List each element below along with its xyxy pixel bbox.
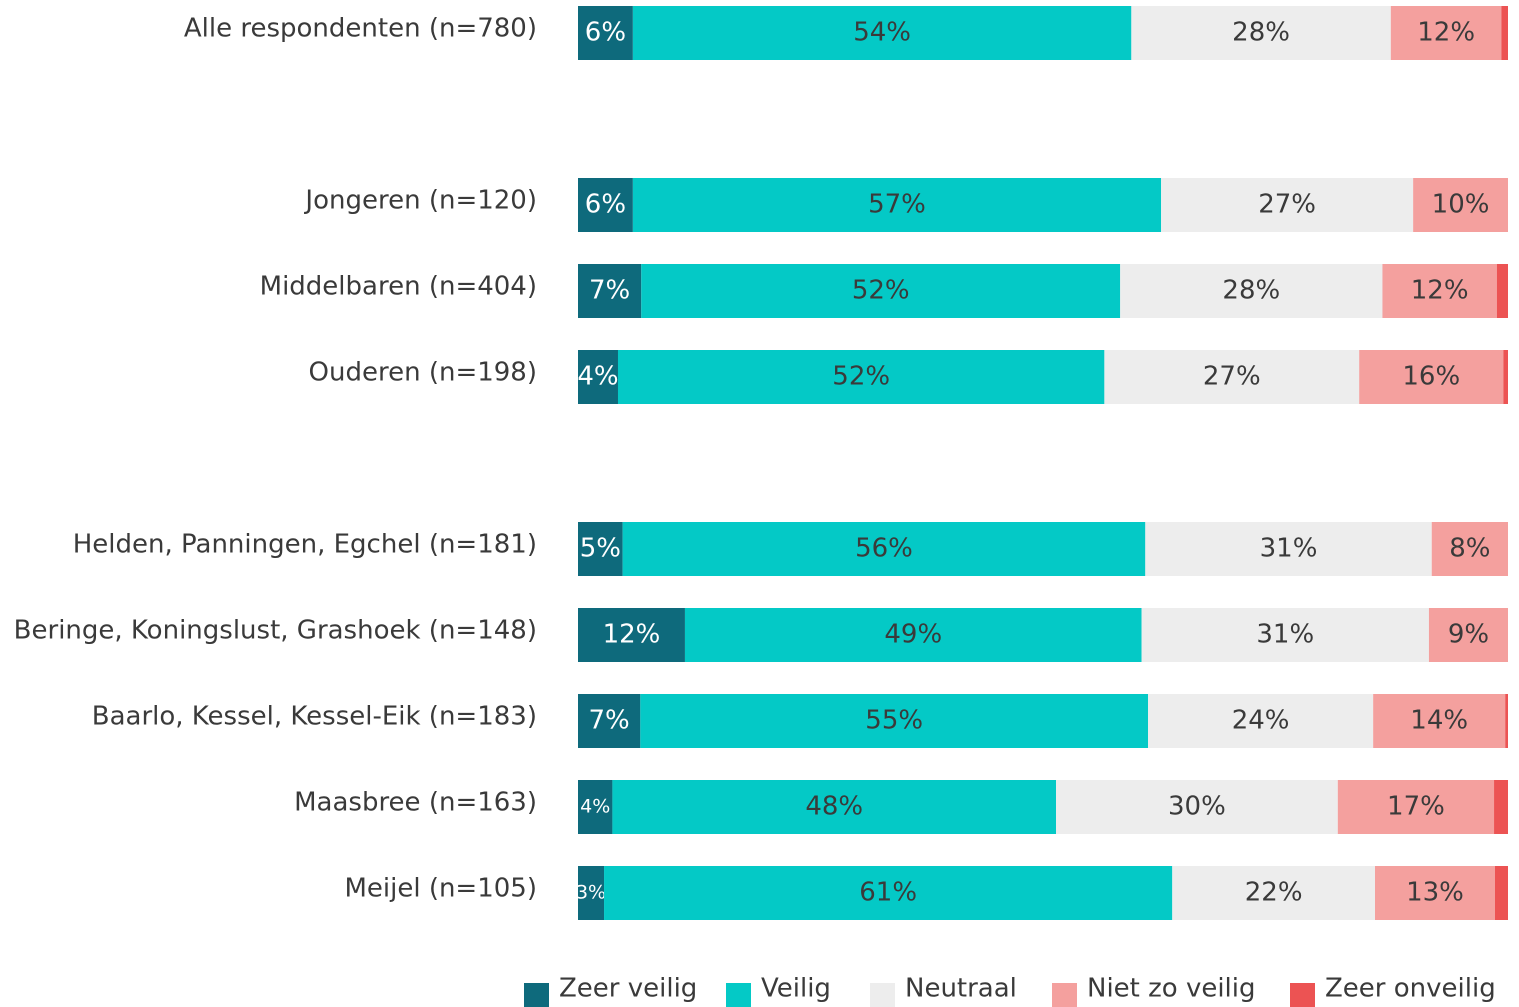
bar-segment — [1337, 780, 1495, 834]
value-label: 31% — [1256, 620, 1314, 650]
legend-swatch — [870, 983, 895, 1007]
value-label: 55% — [865, 706, 923, 736]
value-label: 6% — [585, 18, 626, 48]
value-label: 22% — [1245, 878, 1303, 908]
bar-segment — [578, 264, 642, 318]
legend-label: Zeer veilig — [559, 974, 697, 1004]
bar-segment — [617, 350, 1105, 404]
bar-segment — [578, 522, 623, 576]
bar-segment — [1359, 350, 1504, 404]
value-label: 7% — [589, 276, 630, 306]
legend-swatch — [1290, 983, 1315, 1007]
value-label: 54% — [853, 18, 911, 48]
bar-segment — [1104, 350, 1360, 404]
bar-segment — [1501, 6, 1508, 60]
legend-label: Neutraal — [905, 974, 1017, 1004]
bar-segment — [1161, 178, 1414, 232]
bar-segment — [1494, 866, 1508, 920]
bar-segment — [1131, 6, 1391, 60]
bar-segment — [1390, 6, 1502, 60]
bar-segment — [640, 694, 1149, 748]
bar-segment — [632, 6, 1132, 60]
category-label: Maasbree (n=163) — [294, 788, 537, 818]
bar-segment — [1505, 694, 1508, 748]
value-label: 6% — [585, 190, 626, 220]
value-label: 49% — [884, 620, 942, 650]
category-label: Baarlo, Kessel, Kessel-Eik (n=183) — [92, 702, 537, 732]
value-label: 27% — [1203, 362, 1261, 392]
value-label: 52% — [832, 362, 890, 392]
value-label: 12% — [1417, 18, 1475, 48]
bar-segment — [1431, 522, 1508, 576]
value-label: 5% — [580, 534, 621, 564]
bar-segment — [604, 866, 1173, 920]
bar-segment — [578, 694, 641, 748]
legend-swatch — [524, 983, 549, 1007]
category-label: Middelbaren (n=404) — [260, 272, 537, 302]
bar-segment — [641, 264, 1121, 318]
legend-label: Niet zo veilig — [1087, 974, 1256, 1004]
value-label: 24% — [1232, 706, 1290, 736]
value-label: 28% — [1222, 276, 1280, 306]
bar-segment — [612, 780, 1057, 834]
bar-segment — [578, 608, 685, 662]
bar-segment — [1494, 780, 1508, 834]
bar-segment — [1375, 866, 1495, 920]
bar-segment — [1503, 350, 1508, 404]
bar-segment — [578, 866, 605, 920]
value-label: 27% — [1258, 190, 1316, 220]
bar-segment — [684, 608, 1142, 662]
value-label: 16% — [1402, 362, 1460, 392]
bar-segment — [1428, 608, 1508, 662]
value-label: 31% — [1260, 534, 1318, 564]
category-label: Helden, Panningen, Egchel (n=181) — [73, 530, 537, 560]
value-label: 8% — [1449, 534, 1490, 564]
value-label: 4% — [577, 362, 618, 392]
bar-segment — [578, 178, 633, 232]
bar-segment — [578, 350, 618, 404]
value-label: 30% — [1168, 792, 1226, 822]
value-label: 12% — [1411, 276, 1469, 306]
category-label: Jongeren (n=120) — [303, 186, 537, 216]
bar-segment — [578, 6, 633, 60]
bar-segment — [1373, 694, 1506, 748]
bar-segment — [1120, 264, 1383, 318]
category-label: Alle respondenten (n=780) — [184, 14, 537, 44]
value-label: 7% — [589, 706, 630, 736]
legend-label: Veilig — [761, 974, 831, 1004]
category-label: Meijel (n=105) — [344, 874, 537, 904]
bar-segment — [632, 178, 1162, 232]
legend-swatch — [1052, 983, 1077, 1007]
bar-segment — [578, 780, 613, 834]
value-label: 61% — [859, 878, 917, 908]
bar-segment — [1382, 264, 1497, 318]
value-label: 17% — [1387, 792, 1445, 822]
value-label: 52% — [852, 276, 910, 306]
value-label: 9% — [1448, 620, 1489, 650]
value-label: 13% — [1406, 878, 1464, 908]
bar-segment — [1172, 866, 1376, 920]
value-label: 12% — [603, 620, 661, 650]
value-label: 14% — [1410, 706, 1468, 736]
legend-swatch — [726, 983, 751, 1007]
bar-segment — [1413, 178, 1508, 232]
category-label: Ouderen (n=198) — [309, 358, 537, 388]
value-label: 3% — [576, 882, 606, 904]
value-label: 28% — [1232, 18, 1290, 48]
bar-segment — [1148, 694, 1374, 748]
category-label: Beringe, Koningslust, Grashoek (n=148) — [14, 616, 537, 646]
bar-segment — [1056, 780, 1338, 834]
value-label: 48% — [805, 792, 863, 822]
bar-segment — [1145, 522, 1432, 576]
bar-segment — [1496, 264, 1508, 318]
value-label: 4% — [580, 796, 610, 818]
legend-label: Zeer onveilig — [1325, 974, 1496, 1004]
value-label: 56% — [855, 534, 913, 564]
value-label: 57% — [868, 190, 926, 220]
bar-segment — [622, 522, 1146, 576]
value-label: 10% — [1432, 190, 1490, 220]
bar-segment — [1141, 608, 1429, 662]
